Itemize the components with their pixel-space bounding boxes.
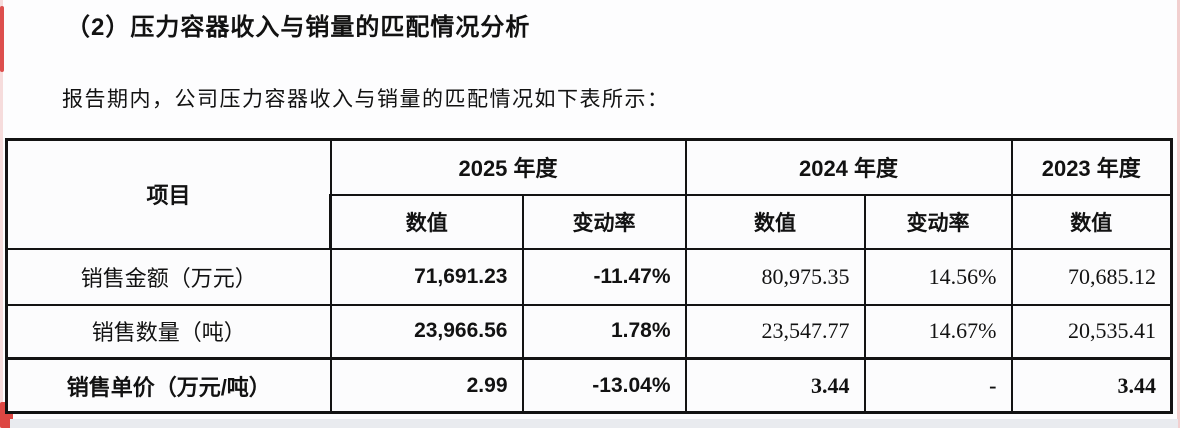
col-header-2025: 2025 年度: [329, 138, 687, 196]
cell-2024-change: 14.56%: [863, 247, 1013, 306]
cell-2024-change: 14.67%: [863, 303, 1013, 360]
table-row-unit-price: 销售单价（万元/吨） 2.99 -13.04% 3.44 - 3.44: [5, 357, 1173, 414]
bottom-gray-band: [10, 419, 1178, 428]
header-row-years: 项目 2025 年度 2024 年度 2023 年度: [5, 138, 1173, 250]
col-header-2025-value: 数值: [329, 193, 524, 250]
col-header-item: 项目: [5, 138, 332, 250]
left-edge-tint: [0, 0, 3, 428]
cell-2023-value: 20,535.41: [1010, 303, 1173, 360]
cell-2024-change: -: [863, 357, 1013, 414]
red-annotation-line: [0, 6, 4, 72]
row-label: 销售单价（万元/吨）: [5, 357, 332, 414]
cell-2025-value: 2.99: [329, 357, 524, 414]
cell-2024-value: 3.44: [684, 357, 866, 414]
col-header-2023-value: 数值: [1010, 193, 1173, 250]
table-row-sales-amount: 销售金额（万元） 71,691.23 -11.47% 80,975.35 14.…: [5, 247, 1173, 306]
col-header-2024-value: 数值: [684, 193, 866, 250]
row-label: 销售金额（万元）: [5, 247, 332, 306]
row-label: 销售数量（吨）: [5, 303, 332, 360]
cell-2024-value: 23,547.77: [684, 303, 866, 360]
section-heading: （2）压力容器收入与销量的匹配情况分析: [66, 14, 531, 41]
cell-2025-value: 23,966.56: [329, 303, 524, 360]
cell-2025-change: -11.47%: [521, 247, 687, 306]
table-row-sales-volume: 销售数量（吨） 23,966.56 1.78% 23,547.77 14.67%…: [5, 303, 1173, 360]
cell-2025-value: 71,691.23: [329, 247, 524, 306]
cell-2023-value: 70,685.12: [1010, 247, 1173, 306]
cell-2024-value: 80,975.35: [684, 247, 866, 306]
col-header-2024: 2024 年度: [684, 138, 1013, 196]
col-header-2025-change: 变动率: [521, 193, 687, 250]
intro-paragraph: 报告期内，公司压力容器收入与销量的匹配情况如下表所示：: [62, 87, 670, 111]
cell-2023-value: 3.44: [1010, 357, 1173, 414]
cell-2025-change: -13.04%: [521, 357, 687, 414]
pressure-vessel-match-table: 项目 2025 年度 2024 年度 2023 年度 数值 变动率 数值 变动率…: [5, 138, 1173, 414]
right-edge-tint: [1177, 0, 1180, 428]
header-row-sub: 数值 变动率 数值 变动率 数值: [7, 193, 1173, 250]
col-header-2023: 2023 年度: [1010, 138, 1173, 196]
col-header-2024-change: 变动率: [863, 193, 1013, 250]
cell-2025-change: 1.78%: [521, 303, 687, 360]
